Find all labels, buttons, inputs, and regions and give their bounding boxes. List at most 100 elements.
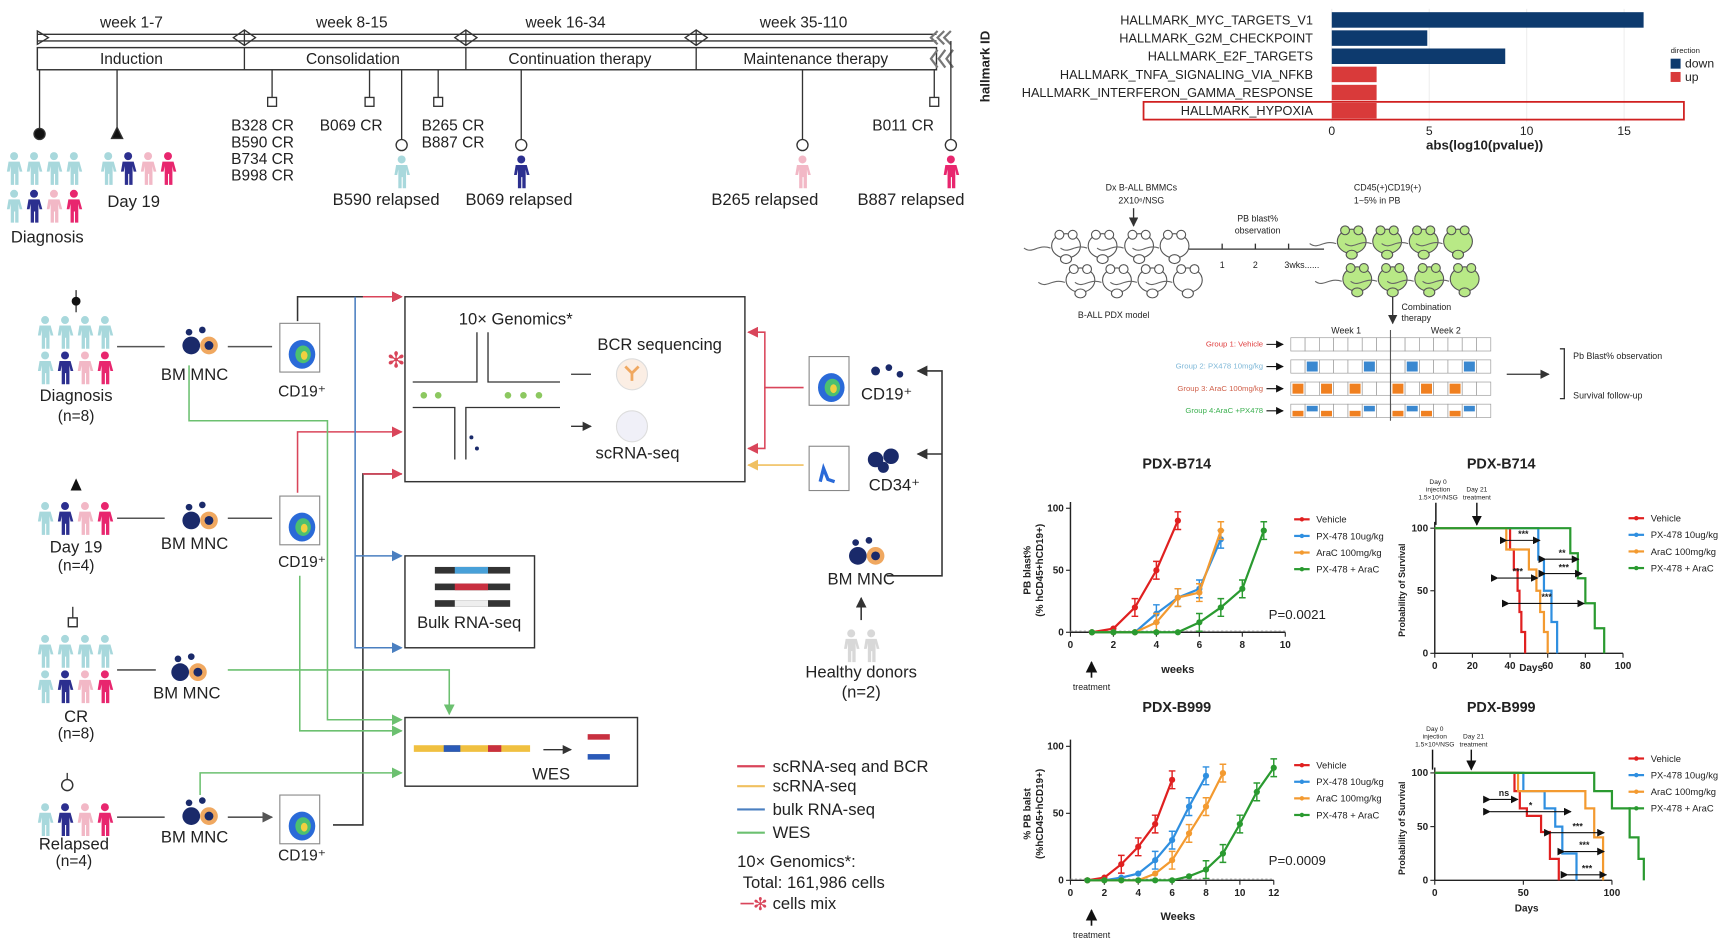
bulk-rna-seq-label: Bulk RNA-seq (417, 613, 521, 632)
week-tick: 2 (1253, 260, 1258, 270)
cr-label: B011 CR (872, 118, 934, 135)
chart-pdx-b714: 0 20 40 60 80 100 0 50 100 Vehicle PX-478 10ug/kg A… (1412, 513, 1719, 672)
injection-annotation: 1.5×10⁶/NSG (1415, 741, 1454, 748)
data-point (1084, 877, 1091, 884)
data-point (1152, 877, 1159, 884)
healthy-donor-icon (844, 629, 860, 663)
schedule-cell (1361, 337, 1377, 352)
treatment-annotation: treatment (1460, 741, 1488, 748)
cd19-label: CD19⁺ (278, 554, 326, 571)
x-tick-label: 2 (1102, 888, 1108, 899)
error-bar (1168, 770, 1176, 790)
injection-annotation: Day 0 (1429, 479, 1447, 486)
phase-marker (683, 29, 709, 47)
y-tick-label: 100 (1047, 742, 1064, 753)
chart-ylabel: Probability of Survival (1397, 782, 1407, 875)
treatment-annotation: Day 21 (1463, 734, 1484, 741)
hallmark-bar-chart: hallmark ID abs(log10(pvalue)) direction… (978, 8, 1714, 152)
combination-label: therapy (1402, 313, 1432, 323)
legend-label: Vehicle (1316, 514, 1346, 525)
diagnosis-cohort-icons (6, 152, 83, 223)
treatment-annotation: treatment (1073, 930, 1111, 939)
observation-label: observation (1235, 226, 1281, 236)
significance-label: *** (1572, 821, 1583, 831)
bar-category-label: HALLMARK_E2F_TARGETS (1148, 49, 1313, 64)
week-label: week 35-110 (759, 15, 848, 32)
schedule-cell (1476, 381, 1492, 396)
sample-workflow: ✻ Diagnosis (n=8) BM MNC CD19⁺ Day 19 (n… (37, 290, 943, 914)
data-point (1185, 873, 1193, 880)
data-point (1101, 877, 1108, 884)
cr-square-icon (67, 617, 78, 628)
treatment-annotation: treatment (1463, 494, 1491, 501)
outcome-label: Survival follow-up (1573, 391, 1642, 401)
timepoint-stems (33, 40, 958, 152)
cr-square-icon (364, 96, 375, 107)
relapse-circle-icon (395, 138, 408, 152)
series-line (1087, 779, 1174, 882)
legend-marker (1299, 550, 1305, 555)
workflow-connectors (117, 291, 943, 825)
data-point (1110, 629, 1117, 636)
y-tick-label: 0 (1423, 876, 1429, 887)
x-tick-label: 0 (1432, 888, 1438, 899)
group-label: CR (64, 707, 88, 726)
group-label: Day 19 (50, 538, 103, 557)
genomics-note: 10× Genomics*: (737, 852, 856, 871)
x-tick-label: 0 (1432, 661, 1438, 672)
error-bar (1174, 587, 1182, 608)
x-tick-label: 10 (1520, 124, 1534, 138)
bar-category-label: HALLMARK_TNFA_SIGNALING_VIA_NFKB (1060, 67, 1313, 82)
legend-label: Vehicle (1651, 513, 1681, 524)
treatment-timeline: week 1-7 week 8-15 week 16-34 week 35-11… (6, 15, 965, 247)
patient-icon (943, 155, 960, 189)
engraftment-label: CD45(+)CD19(+) (1354, 182, 1421, 192)
phase-label: Consolidation (306, 51, 400, 68)
legend-label: AraC 100mg/kg (1316, 793, 1381, 804)
survival-curve (1434, 771, 1645, 881)
legend-label: PX-478 10ug/kg (1651, 529, 1718, 540)
series-line (1087, 775, 1207, 882)
day19-triangle-icon (110, 125, 124, 140)
cd19-label: CD19⁺ (861, 385, 912, 404)
flow-cytometry-plot-icon (279, 794, 321, 845)
significance-label: *** (1582, 863, 1593, 873)
significance-label: *** (1518, 529, 1529, 539)
legend-label: up (1685, 70, 1699, 84)
wes-label: WES (532, 765, 570, 784)
arac-dose (1349, 410, 1361, 417)
genomics-10x-box (404, 296, 746, 483)
data-point (1118, 877, 1125, 884)
bar (1331, 30, 1428, 46)
bar-chart-xlabel: abs(log10(pvalue)) (1426, 137, 1543, 152)
week-label: week 1-7 (99, 15, 163, 32)
p-value: P=0.0009 (1269, 853, 1326, 868)
schedule-cell (1419, 359, 1434, 374)
week-label: week 16-34 (524, 15, 606, 32)
data-point (1152, 870, 1159, 877)
observation-label: PB blast% (1237, 213, 1278, 223)
group-label: Relapsed (39, 834, 109, 853)
relapse-circle-icon (60, 778, 74, 792)
legend-label: AraC 100mg/kg (1316, 547, 1381, 558)
legend-label: PX-478 + AraC (1316, 563, 1379, 574)
group-label: Diagnosis (40, 386, 113, 405)
injection-annotation: injection (1426, 487, 1451, 494)
relapse-label: B887 relapsed (857, 190, 964, 209)
day19-triangle-icon (70, 478, 82, 491)
schedule-cell (1347, 337, 1363, 352)
phase-marker (232, 29, 257, 47)
legend-label: AraC 100mg/kg (1651, 786, 1716, 797)
arac-dose (1392, 383, 1404, 394)
legend-marker (1299, 762, 1305, 768)
legend-marker (1634, 516, 1639, 521)
data-point (1135, 870, 1142, 877)
x-tick-label: 8 (1240, 640, 1246, 651)
group-label: Group 3: AraC 100mg/kg (1177, 384, 1263, 393)
bcr-sequencing-label: BCR sequencing (597, 335, 722, 354)
scrna-seq-label: scRNA-seq (596, 443, 680, 462)
relapse-circle-icon (515, 138, 528, 152)
treatment-annotation: treatment (1073, 682, 1111, 692)
legend-label: AraC 100mg/kg (1651, 546, 1716, 557)
chart-xlabel: weeks (1160, 664, 1194, 676)
